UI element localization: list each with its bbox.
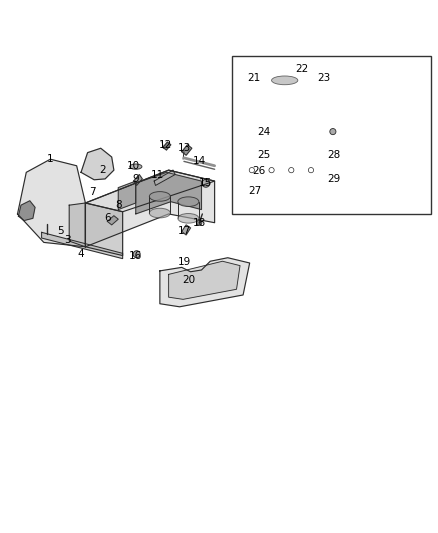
Polygon shape (245, 63, 328, 88)
Circle shape (133, 251, 140, 258)
Polygon shape (182, 225, 191, 235)
Text: 2: 2 (99, 165, 106, 175)
Polygon shape (160, 258, 250, 307)
Polygon shape (118, 181, 136, 209)
Polygon shape (42, 232, 123, 259)
Text: 25: 25 (257, 150, 270, 160)
Text: 16: 16 (129, 251, 142, 261)
Text: 12: 12 (159, 140, 172, 150)
Text: 20: 20 (182, 274, 195, 285)
Text: 27: 27 (248, 186, 261, 196)
Text: 23: 23 (318, 73, 331, 83)
Polygon shape (243, 156, 328, 181)
Polygon shape (69, 203, 85, 247)
Text: 10: 10 (127, 161, 140, 171)
Text: 1: 1 (47, 154, 54, 164)
Ellipse shape (130, 164, 142, 169)
Text: 17: 17 (177, 227, 191, 237)
Text: 15: 15 (198, 178, 212, 188)
Text: 6: 6 (104, 213, 111, 223)
Polygon shape (163, 142, 171, 150)
Text: 5: 5 (57, 227, 64, 237)
Polygon shape (85, 203, 123, 255)
Polygon shape (154, 170, 175, 185)
Polygon shape (254, 126, 262, 132)
Circle shape (197, 220, 202, 225)
Ellipse shape (202, 179, 210, 187)
Circle shape (330, 128, 336, 135)
Text: 24: 24 (257, 127, 270, 136)
Ellipse shape (297, 63, 316, 71)
Ellipse shape (178, 197, 199, 206)
Text: 19: 19 (177, 257, 191, 267)
Circle shape (269, 167, 274, 173)
Text: 18: 18 (193, 217, 206, 228)
Text: 13: 13 (177, 143, 191, 154)
Circle shape (289, 167, 294, 173)
Text: 11: 11 (151, 169, 164, 180)
Polygon shape (242, 111, 326, 118)
Ellipse shape (149, 208, 170, 218)
Circle shape (308, 167, 314, 173)
Polygon shape (134, 174, 142, 185)
Polygon shape (81, 148, 114, 180)
Polygon shape (85, 170, 215, 212)
Polygon shape (18, 201, 35, 221)
Polygon shape (182, 145, 192, 155)
Text: 21: 21 (247, 73, 261, 83)
Text: 26: 26 (252, 166, 265, 176)
Polygon shape (85, 170, 215, 247)
Polygon shape (136, 172, 201, 214)
Polygon shape (18, 159, 85, 247)
Text: 7: 7 (88, 187, 95, 197)
Text: 29: 29 (327, 174, 340, 184)
Polygon shape (107, 216, 118, 225)
Text: 8: 8 (115, 200, 122, 210)
Ellipse shape (272, 76, 298, 85)
Text: 9: 9 (132, 174, 139, 184)
Text: 14: 14 (193, 156, 206, 166)
Bar (232, 56, 431, 214)
Polygon shape (169, 261, 240, 300)
Text: 3: 3 (64, 235, 71, 245)
Polygon shape (242, 93, 326, 111)
Text: 28: 28 (327, 150, 340, 160)
Ellipse shape (149, 191, 170, 201)
Circle shape (249, 167, 254, 173)
Text: 22: 22 (296, 64, 309, 75)
Polygon shape (324, 159, 331, 179)
Ellipse shape (178, 214, 199, 223)
Polygon shape (246, 159, 324, 179)
Text: 4: 4 (78, 249, 85, 259)
Polygon shape (246, 135, 326, 152)
